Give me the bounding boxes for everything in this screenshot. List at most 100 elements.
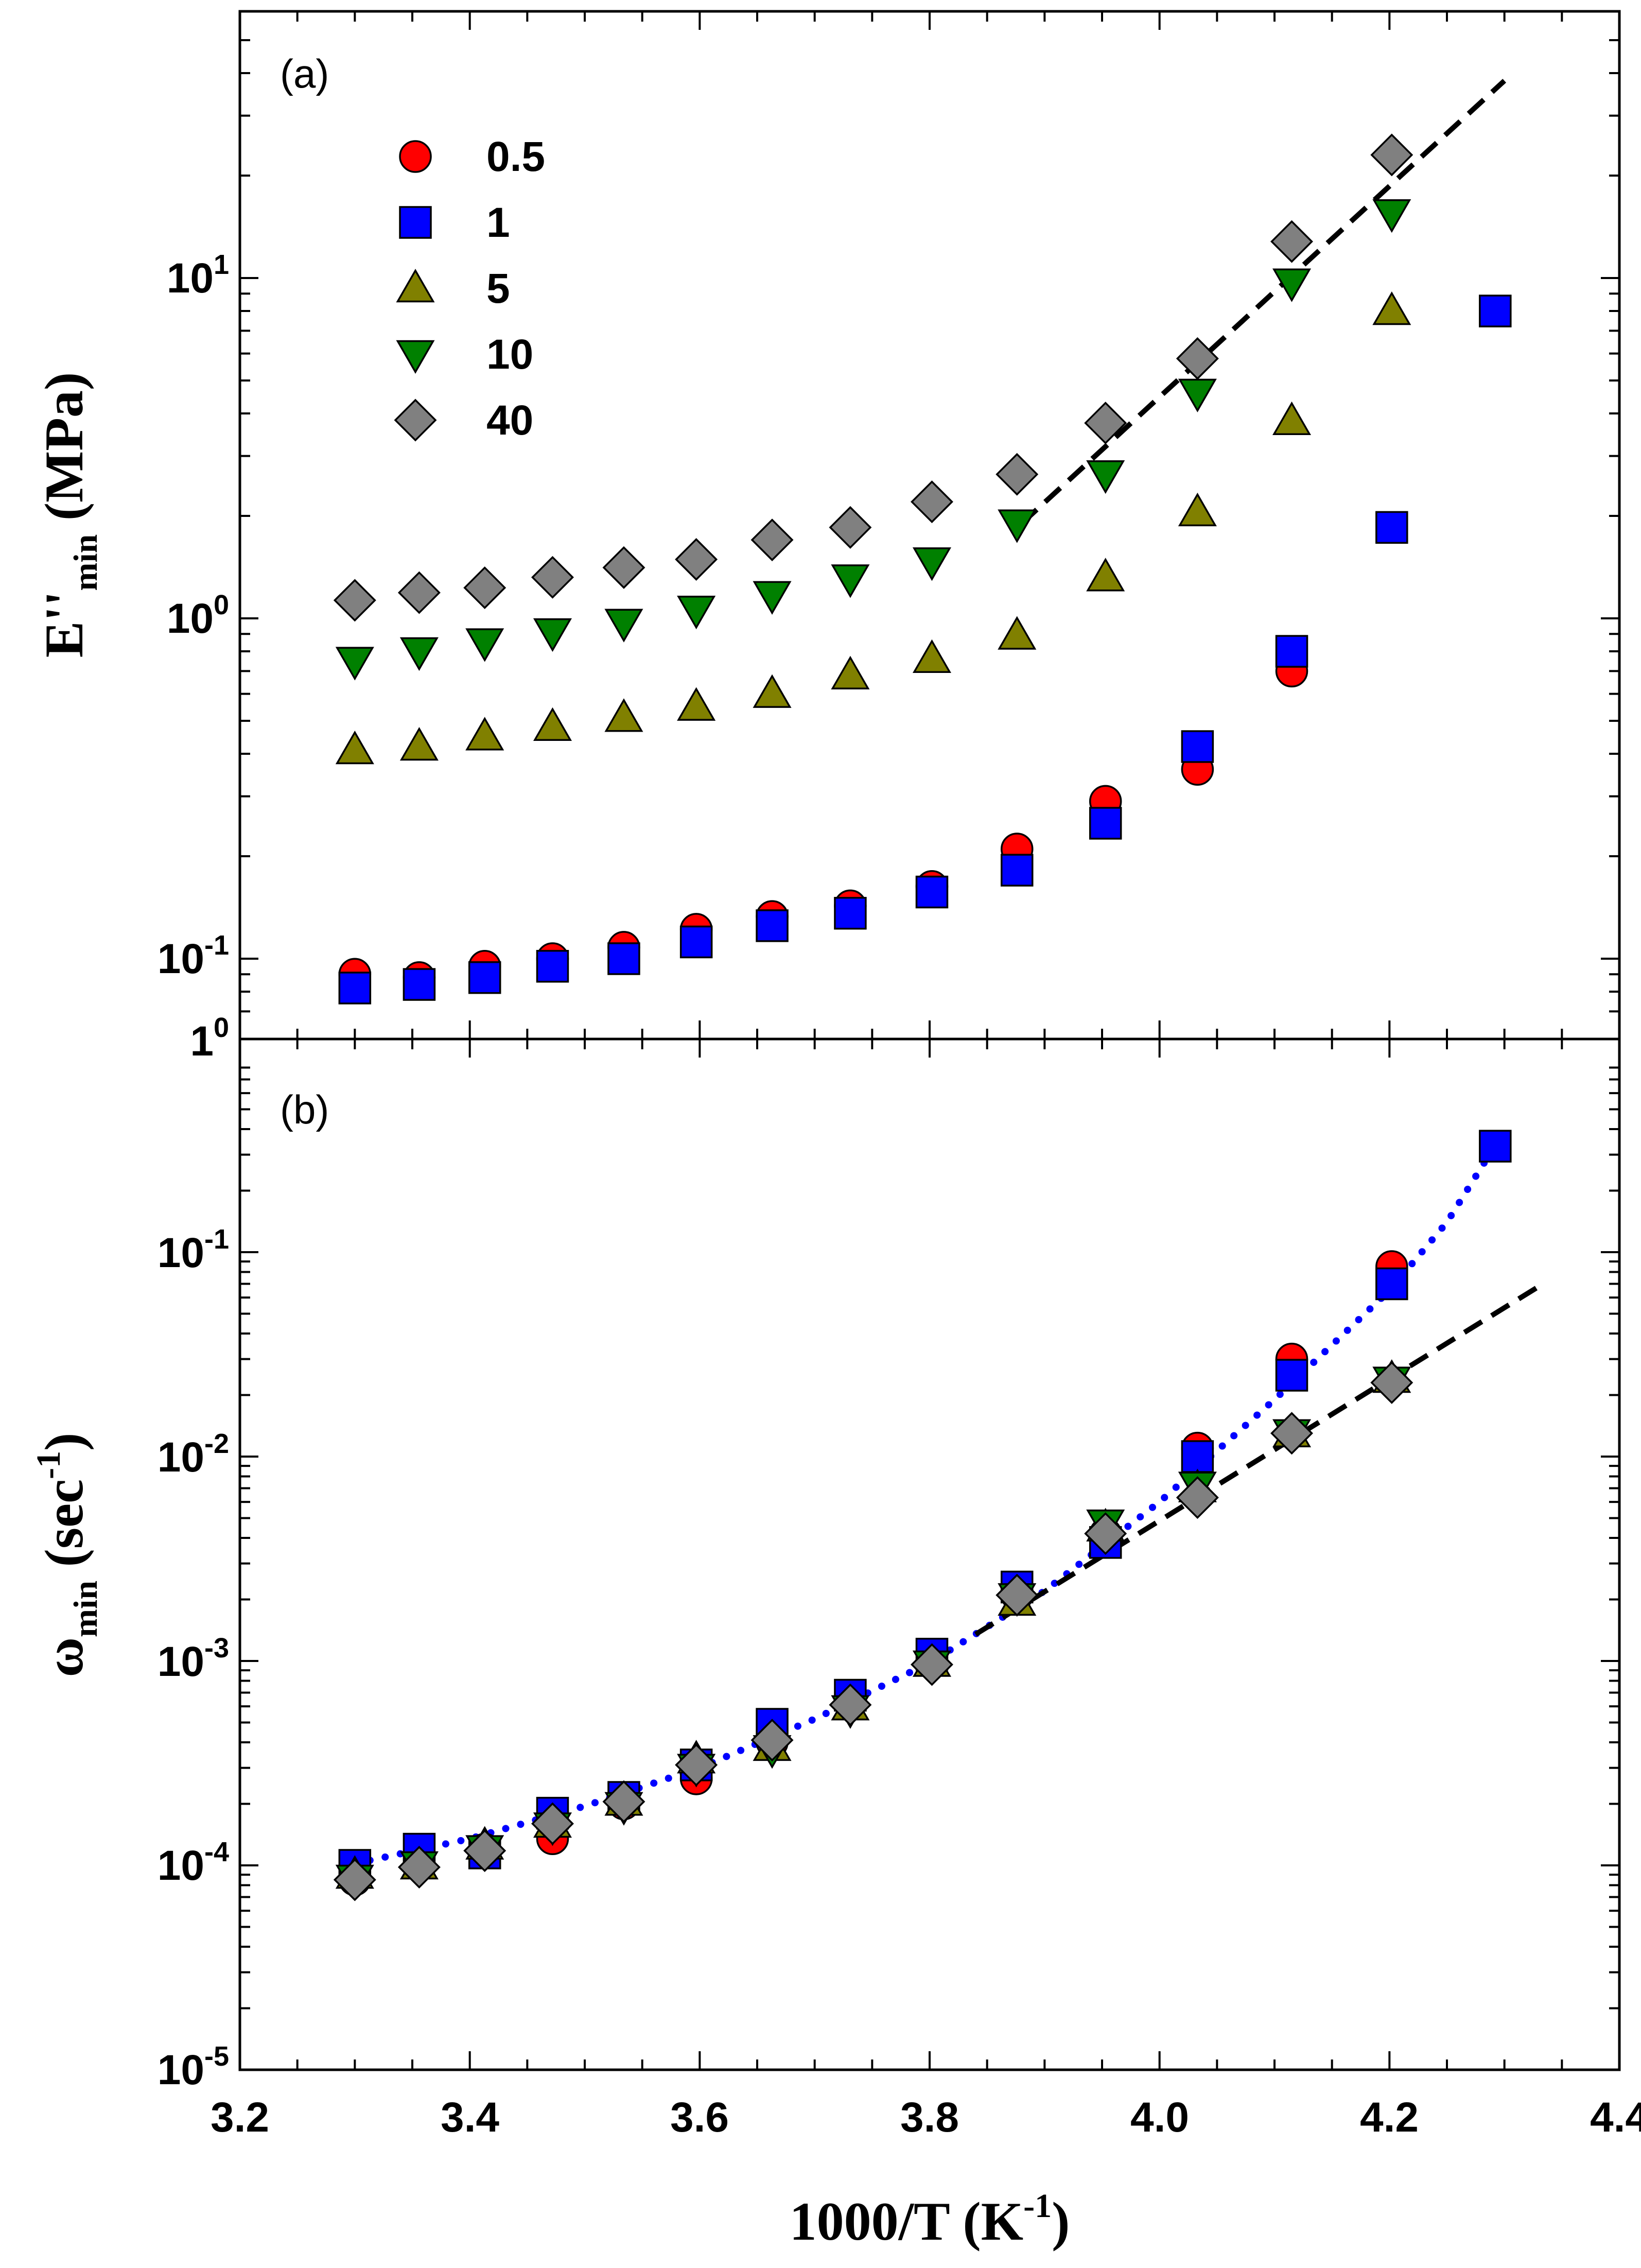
x-tick-label: 4.4 <box>1590 2094 1641 2141</box>
data-point-series-5 <box>604 698 643 732</box>
panel-b-y-axis-title: ωmin (sec-1) <box>30 1433 104 1677</box>
data-point-series-10 <box>533 618 572 652</box>
data-point-series-40 <box>397 1846 441 1889</box>
data-point-series-1 <box>1479 1130 1512 1163</box>
data-point-series-40 <box>910 480 953 524</box>
data-point-series-40 <box>531 556 574 599</box>
dashed-fit-line <box>974 1284 1541 1637</box>
data-point-series-40 <box>829 1683 872 1726</box>
data-point-series-40 <box>1270 1412 1313 1455</box>
data-point-series-5 <box>533 707 572 741</box>
data-point-series-5 <box>1272 401 1312 436</box>
data-point-series-1 <box>536 949 569 983</box>
data-point-series-1 <box>468 961 501 994</box>
data-point-series-5 <box>677 687 716 721</box>
data-point-series-40 <box>1370 133 1413 177</box>
data-point-series-40 <box>675 1743 718 1787</box>
data-point-series-1 <box>1181 1440 1214 1473</box>
data-point-series-5 <box>753 674 792 708</box>
panel-b-data-marks <box>333 1130 1512 1901</box>
panel-a-y-tick-label: 100 <box>167 590 229 642</box>
data-point-series-5 <box>912 639 951 673</box>
panel-a-label: (a) <box>280 51 329 96</box>
data-point-series-40 <box>910 1643 953 1686</box>
data-point-series-10 <box>1272 268 1312 302</box>
legend-label-10: 10 <box>486 331 533 378</box>
data-point-series-5 <box>465 717 504 751</box>
panel-b-ticks <box>239 1039 1620 2071</box>
x-tick-label: 3.4 <box>441 2094 499 2141</box>
data-point-series-40 <box>602 546 645 589</box>
data-point-series-40 <box>996 453 1039 496</box>
legend-marker-10 <box>396 340 435 374</box>
data-point-series-5 <box>998 616 1037 650</box>
data-point-series-40 <box>397 571 441 614</box>
data-point-series-40 <box>463 1829 507 1872</box>
data-point-series-40 <box>750 1719 794 1762</box>
data-point-series-10 <box>912 547 951 581</box>
data-point-series-40 <box>675 538 718 581</box>
data-point-series-40 <box>463 566 507 610</box>
data-point-series-5 <box>1178 492 1217 527</box>
x-tick-label: 3.2 <box>211 2094 269 2141</box>
data-point-series-1 <box>1275 635 1308 668</box>
x-axis-title: 1000/T (K-1) <box>790 2187 1070 2252</box>
data-point-series-5 <box>399 727 439 761</box>
legend-marker-40 <box>394 399 437 442</box>
panel-a-fit-lines <box>1020 79 1507 526</box>
data-point-series-10 <box>677 596 716 630</box>
data-point-series-1 <box>915 875 949 909</box>
panel-b-y-tick-label: 10-4 <box>158 1837 229 1889</box>
x-tick-label: 3.6 <box>670 2094 729 2141</box>
legend-marker-5 <box>396 268 435 303</box>
legend-label-5: 5 <box>486 265 510 312</box>
panel-a-y-tick-label: 10-1 <box>158 930 229 982</box>
data-point-series-40 <box>829 506 872 549</box>
data-point-series-1 <box>1275 1359 1308 1392</box>
data-point-series-10 <box>1372 199 1411 233</box>
panel-b-y-tick-label: 10-1 <box>158 1224 229 1276</box>
panel-a-ticks <box>239 11 1620 1039</box>
legend-marker-1 <box>399 206 432 239</box>
data-point-series-10 <box>753 581 792 615</box>
x-tick-label: 4.0 <box>1130 2094 1189 2141</box>
data-point-series-10 <box>604 609 643 643</box>
data-point-series-40 <box>1084 402 1127 445</box>
panel-b-label: (b) <box>280 1087 329 1132</box>
legend-label-1: 1 <box>486 199 510 246</box>
legend-label-40: 40 <box>486 397 533 444</box>
data-point-series-1 <box>1479 295 1512 327</box>
data-point-series-40 <box>333 579 376 622</box>
data-point-series-40 <box>1370 1361 1413 1404</box>
data-point-series-5 <box>831 655 870 689</box>
data-point-series-40 <box>1176 1476 1219 1519</box>
data-point-series-1 <box>1375 511 1408 544</box>
data-point-series-1 <box>403 968 436 1001</box>
data-point-series-10 <box>335 647 374 681</box>
data-point-series-1 <box>607 942 640 975</box>
panel-a-y-tick-label: 101 <box>167 249 229 302</box>
data-point-series-10 <box>465 628 504 662</box>
panel-a-data-marks <box>333 133 1512 1005</box>
panel-a-axis-corner-label: 10 <box>190 1012 229 1065</box>
panel-b-y-tick-label: 10-5 <box>158 2041 229 2093</box>
panel-a: 0.5 1 5 10 40 (a) 10-1 100 101 10 E''min (MP… <box>34 10 1621 1065</box>
data-point-series-1 <box>756 909 789 942</box>
data-point-series-1 <box>1000 854 1034 887</box>
legend: 0.5 1 5 10 40 <box>394 133 545 444</box>
panel-b-y-tick-label: 10-2 <box>158 1428 229 1481</box>
x-tick-label: 4.2 <box>1360 2094 1419 2141</box>
data-point-series-10 <box>998 509 1037 543</box>
data-point-series-40 <box>531 1802 574 1845</box>
panel-a-y-axis-title: E''min (MPa) <box>34 372 104 658</box>
data-point-series-40 <box>333 1858 376 1901</box>
data-point-series-10 <box>399 637 439 671</box>
data-point-series-40 <box>602 1780 645 1823</box>
data-point-series-1 <box>338 972 372 1005</box>
data-point-series-40 <box>1176 337 1219 380</box>
data-point-series-10 <box>1086 460 1125 494</box>
dashed-fit-line <box>1020 79 1507 526</box>
data-point-series-40 <box>750 518 794 562</box>
data-point-series-1 <box>1375 1267 1408 1301</box>
